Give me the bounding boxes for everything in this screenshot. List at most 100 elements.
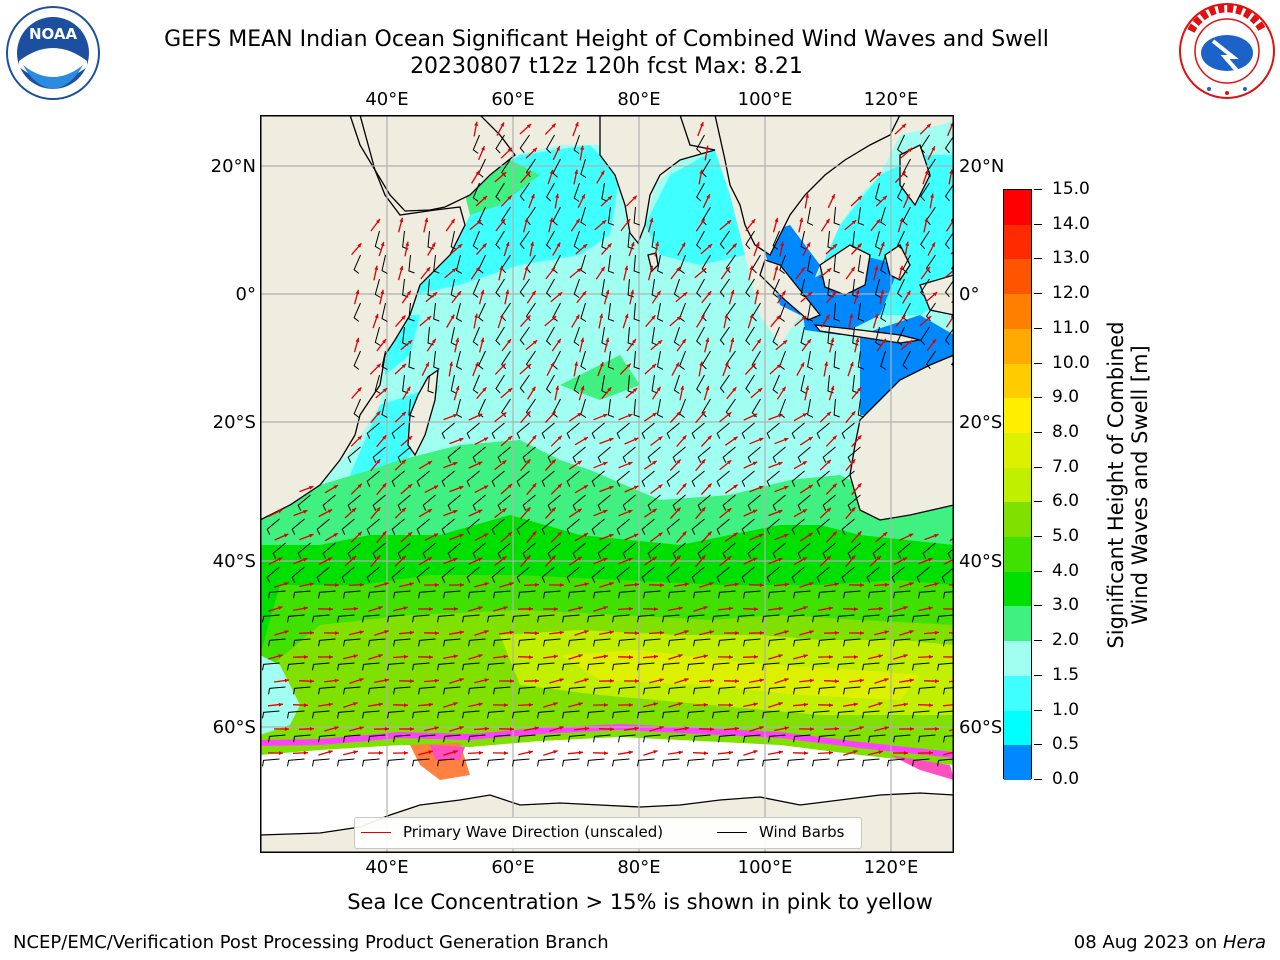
wave-arrow-head [634, 631, 639, 635]
wind-barb [393, 638, 411, 647]
wind-barb [381, 302, 388, 322]
wave-arrow-head [551, 316, 557, 321]
wave-arrow-head [784, 630, 789, 634]
wind-barb [418, 734, 436, 743]
wind-barb [272, 542, 286, 559]
wave-arrow-head [577, 460, 582, 465]
wind-barb [779, 254, 786, 274]
wind-barb [416, 566, 430, 583]
wind-barb [693, 734, 711, 743]
wind-barb [566, 566, 580, 583]
wave-arrow-head [559, 583, 564, 587]
wind-barb [893, 686, 911, 695]
wave-arrow-head [784, 582, 789, 587]
wave-arrow-head [909, 630, 914, 634]
wave-arrow-head [778, 654, 783, 658]
wind-barb [478, 350, 486, 370]
wind-barb [719, 374, 730, 394]
wave-arrow-head [431, 338, 436, 344]
wave-arrow-head [374, 313, 379, 319]
wind-barb [641, 422, 655, 439]
wind-barb [422, 494, 436, 511]
wave-arrow-head [384, 678, 389, 683]
wave-arrow-head [778, 750, 783, 755]
wave-arrow-head [583, 485, 588, 489]
wave-arrow-head [732, 387, 737, 392]
wave-arrow-head [401, 507, 406, 512]
wave-arrow-head [433, 485, 439, 490]
wave-arrow-head [482, 387, 487, 392]
wave-arrow-head [659, 630, 664, 635]
wind-barb [372, 494, 386, 511]
australia-land [849, 354, 954, 521]
wave-arrow-head [284, 727, 289, 731]
wave-arrow-head [551, 507, 556, 512]
wind-barb [368, 686, 386, 695]
wave-arrow-head [357, 531, 362, 536]
wave-arrow-head [784, 437, 789, 442]
wave-arrow-head [701, 411, 706, 416]
wave-arrow-head [380, 241, 385, 247]
wave-arrow-head [556, 242, 561, 247]
wave-arrow-head [334, 631, 339, 635]
wind-barb [612, 614, 630, 623]
wave-arrow-head [857, 195, 862, 201]
wave-arrow-head [334, 678, 339, 683]
wave-arrow-head [432, 292, 438, 297]
wave-arrow-head [751, 219, 756, 224]
wind-barb [791, 470, 805, 487]
wind-barb [816, 566, 830, 583]
wind-barb [337, 662, 355, 671]
wave-arrow-head [284, 582, 289, 586]
wind-barb [372, 542, 386, 559]
wind-barb [716, 566, 730, 583]
wave-arrow-head [401, 459, 406, 464]
wave-arrow-head [574, 122, 579, 127]
madagascar-land [407, 368, 439, 457]
wind-barb [418, 638, 436, 647]
wind-barb [566, 518, 580, 535]
colorbar-segment [1004, 571, 1031, 607]
wind-barb [896, 278, 905, 298]
wind-barb [316, 518, 330, 535]
wind-barb [693, 686, 711, 695]
wave-arrow-head [728, 606, 733, 611]
wave-arrow-head [949, 169, 954, 174]
wave-arrow-head [659, 678, 664, 683]
wave-arrow-head [699, 169, 704, 174]
wind-barb [857, 398, 865, 418]
wind-barb [580, 350, 587, 370]
wind-barb [696, 278, 705, 298]
lat-label-right: 40°S [959, 551, 1003, 572]
wind-barb [543, 686, 561, 695]
wave-arrow-head [427, 557, 432, 561]
colorbar-segment [1004, 328, 1031, 365]
wave-arrow-head [634, 726, 639, 731]
wind-barb [637, 614, 655, 623]
wave-arrow-head [526, 364, 532, 369]
wave-arrow-head [728, 655, 733, 659]
wave-arrow-head [732, 243, 737, 248]
wind-barb [843, 638, 861, 647]
wind-barb [391, 470, 405, 487]
wind-barb [944, 326, 954, 346]
wave-arrow-head [357, 387, 362, 392]
ocean-cyan-bay [645, 150, 745, 265]
wave-arrow-head [382, 388, 388, 393]
wave-arrow-head [703, 751, 708, 756]
wind-barb [668, 734, 686, 743]
wind-barb [487, 758, 505, 767]
wave-arrow-head [728, 703, 733, 707]
wind-barb [722, 446, 736, 463]
wind-barb [322, 542, 336, 559]
wind-barb [937, 758, 954, 767]
wave-arrow-head [934, 679, 939, 684]
wind-barb [843, 590, 861, 599]
wind-barb [362, 614, 380, 623]
wind-barb [607, 398, 615, 418]
wind-barb [622, 446, 636, 463]
wave-arrow-head [374, 265, 379, 270]
wave-arrow-head [849, 313, 854, 318]
wave-arrow-head [632, 339, 636, 344]
wave-arrow-head [628, 703, 633, 707]
